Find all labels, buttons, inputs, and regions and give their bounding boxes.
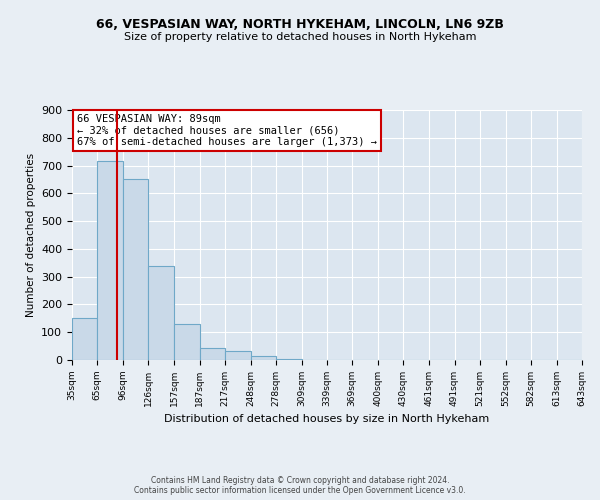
Y-axis label: Number of detached properties: Number of detached properties: [26, 153, 35, 317]
Bar: [72, 318, 97, 360]
Bar: [148, 266, 175, 360]
Bar: [224, 351, 251, 360]
Bar: [97, 162, 123, 360]
Text: 66, VESPASIAN WAY, NORTH HYKEHAM, LINCOLN, LN6 9ZB: 66, VESPASIAN WAY, NORTH HYKEHAM, LINCOL…: [96, 18, 504, 30]
X-axis label: Distribution of detached houses by size in North Hykeham: Distribution of detached houses by size …: [164, 414, 490, 424]
Bar: [276, 358, 302, 360]
Text: Size of property relative to detached houses in North Hykeham: Size of property relative to detached ho…: [124, 32, 476, 42]
Bar: [123, 179, 148, 360]
Text: 66 VESPASIAN WAY: 89sqm
← 32% of detached houses are smaller (656)
67% of semi-d: 66 VESPASIAN WAY: 89sqm ← 32% of detache…: [77, 114, 377, 147]
Bar: [199, 348, 224, 360]
Bar: [251, 356, 276, 360]
Bar: [175, 324, 199, 360]
Text: Contains HM Land Registry data © Crown copyright and database right 2024.
Contai: Contains HM Land Registry data © Crown c…: [134, 476, 466, 495]
